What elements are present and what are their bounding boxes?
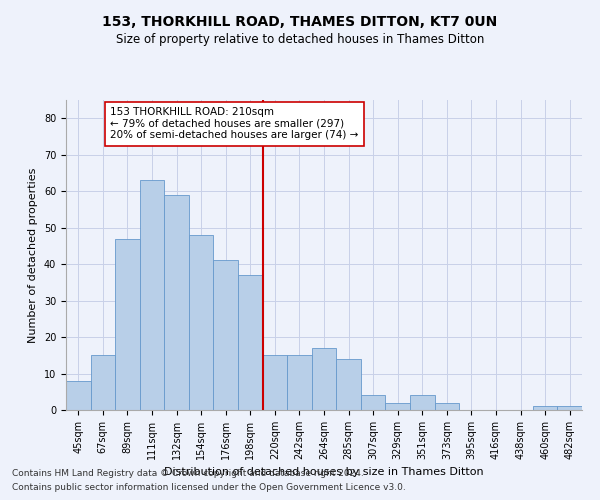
- Bar: [287, 356, 312, 410]
- Bar: [66, 381, 91, 410]
- Bar: [336, 359, 361, 410]
- Bar: [164, 195, 189, 410]
- Bar: [263, 356, 287, 410]
- Bar: [533, 406, 557, 410]
- Text: 153 THORKHILL ROAD: 210sqm
← 79% of detached houses are smaller (297)
20% of sem: 153 THORKHILL ROAD: 210sqm ← 79% of deta…: [110, 108, 359, 140]
- Bar: [91, 356, 115, 410]
- Bar: [410, 396, 434, 410]
- Bar: [189, 235, 214, 410]
- Text: Size of property relative to detached houses in Thames Ditton: Size of property relative to detached ho…: [116, 32, 484, 46]
- Text: 153, THORKHILL ROAD, THAMES DITTON, KT7 0UN: 153, THORKHILL ROAD, THAMES DITTON, KT7 …: [103, 15, 497, 29]
- Bar: [214, 260, 238, 410]
- Y-axis label: Number of detached properties: Number of detached properties: [28, 168, 38, 342]
- Bar: [238, 275, 263, 410]
- Text: Contains HM Land Registry data © Crown copyright and database right 2024.: Contains HM Land Registry data © Crown c…: [12, 468, 364, 477]
- Text: Contains public sector information licensed under the Open Government Licence v3: Contains public sector information licen…: [12, 484, 406, 492]
- Bar: [115, 238, 140, 410]
- Bar: [140, 180, 164, 410]
- Bar: [361, 396, 385, 410]
- Bar: [312, 348, 336, 410]
- Bar: [385, 402, 410, 410]
- X-axis label: Distribution of detached houses by size in Thames Ditton: Distribution of detached houses by size …: [164, 468, 484, 477]
- Bar: [557, 406, 582, 410]
- Bar: [434, 402, 459, 410]
